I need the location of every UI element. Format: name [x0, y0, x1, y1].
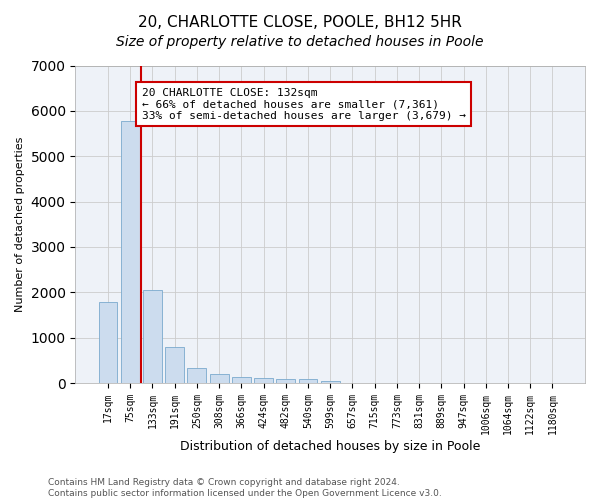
Bar — [165, 347, 184, 383]
Bar — [121, 121, 140, 383]
Text: Size of property relative to detached houses in Poole: Size of property relative to detached ho… — [116, 35, 484, 49]
Bar — [143, 290, 162, 383]
Bar — [209, 374, 229, 383]
Bar — [321, 381, 340, 383]
Bar — [232, 378, 251, 383]
Bar — [254, 378, 273, 383]
Bar — [277, 379, 295, 383]
Text: 20 CHARLOTTE CLOSE: 132sqm
← 66% of detached houses are smaller (7,361)
33% of s: 20 CHARLOTTE CLOSE: 132sqm ← 66% of deta… — [142, 88, 466, 121]
Bar — [187, 368, 206, 383]
Bar — [299, 380, 317, 383]
Bar — [98, 302, 118, 383]
Y-axis label: Number of detached properties: Number of detached properties — [15, 136, 25, 312]
X-axis label: Distribution of detached houses by size in Poole: Distribution of detached houses by size … — [180, 440, 481, 452]
Text: 20, CHARLOTTE CLOSE, POOLE, BH12 5HR: 20, CHARLOTTE CLOSE, POOLE, BH12 5HR — [138, 15, 462, 30]
Text: Contains HM Land Registry data © Crown copyright and database right 2024.
Contai: Contains HM Land Registry data © Crown c… — [48, 478, 442, 498]
